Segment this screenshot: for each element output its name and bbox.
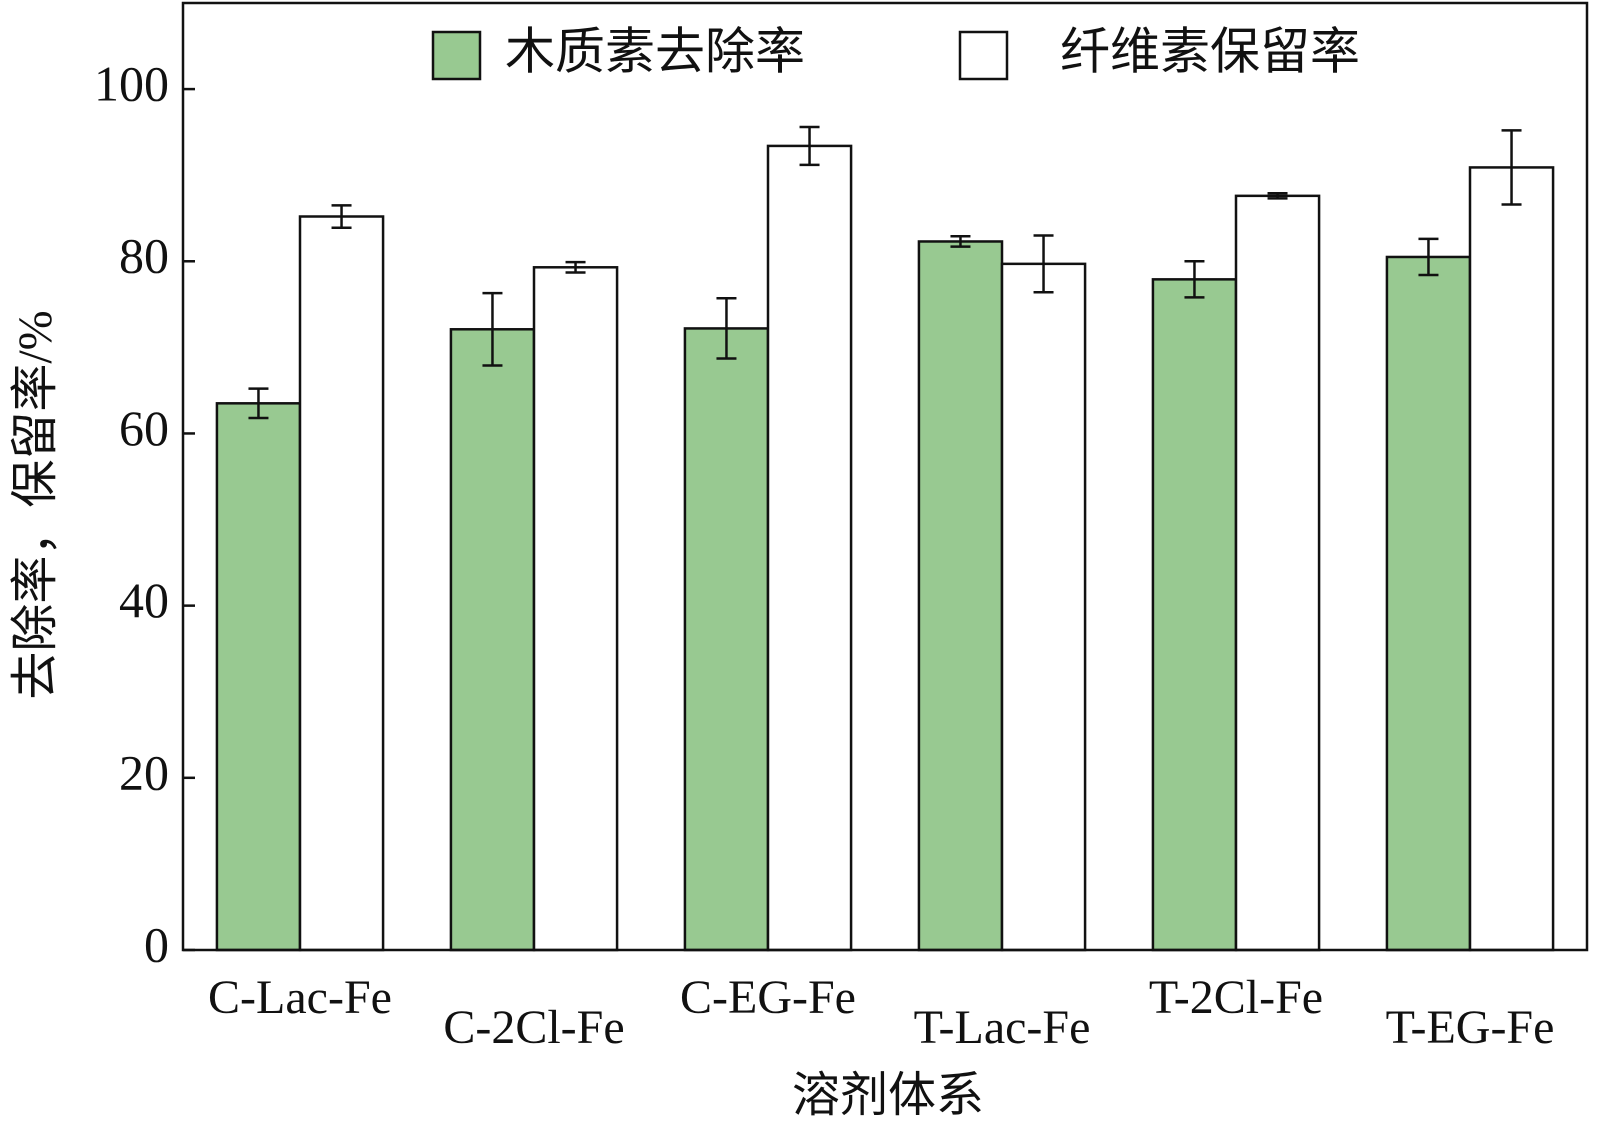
bar bbox=[683, 327, 770, 952]
bar bbox=[917, 240, 1004, 952]
x-tick-label: T-EG-Fe bbox=[1386, 1001, 1555, 1054]
x-axis-title: 溶剂体系 bbox=[792, 1069, 984, 1122]
x-tick-label: C-EG-Fe bbox=[680, 971, 856, 1024]
error-bar bbox=[950, 235, 971, 248]
legend-swatch bbox=[431, 30, 482, 81]
bar bbox=[215, 402, 302, 952]
error-bar bbox=[565, 260, 586, 274]
x-tick-label: T-2Cl-Fe bbox=[1149, 971, 1323, 1024]
x-tick-label: C-2Cl-Fe bbox=[443, 1001, 624, 1054]
legend-label: 纤维素保留率 bbox=[1060, 23, 1360, 79]
error-bar bbox=[1418, 237, 1439, 277]
bar bbox=[532, 266, 619, 952]
error-bar bbox=[799, 125, 820, 167]
legend-label: 木质素去除率 bbox=[505, 23, 805, 79]
error-bar bbox=[1033, 234, 1054, 294]
bar bbox=[1151, 278, 1238, 952]
error-bar bbox=[482, 291, 503, 367]
bar bbox=[766, 144, 853, 952]
y-tick-label: 100 bbox=[94, 56, 169, 112]
error-bar bbox=[1267, 192, 1288, 200]
bar bbox=[298, 215, 385, 952]
y-tick-label: 80 bbox=[119, 228, 169, 284]
legend-swatch bbox=[958, 30, 1009, 81]
y-tick-label: 20 bbox=[119, 744, 169, 800]
error-bar bbox=[716, 297, 737, 360]
error-bar bbox=[331, 204, 352, 229]
bar bbox=[1000, 262, 1087, 952]
error-bar bbox=[1184, 260, 1205, 299]
y-axis-title: 去除率，保留率/% bbox=[9, 310, 62, 699]
y-tick-label: 60 bbox=[119, 400, 169, 456]
y-tick-label: 0 bbox=[144, 916, 169, 972]
bar bbox=[1234, 194, 1321, 952]
error-bar bbox=[1501, 129, 1522, 206]
bar bbox=[1468, 166, 1555, 952]
x-tick-label: C-Lac-Fe bbox=[208, 971, 392, 1024]
y-tick-label: 40 bbox=[119, 572, 169, 628]
bar bbox=[449, 328, 536, 952]
plot-frame bbox=[181, 1, 1589, 952]
bar bbox=[1385, 255, 1472, 952]
x-tick-label: T-Lac-Fe bbox=[914, 1001, 1091, 1054]
error-bar bbox=[248, 387, 269, 420]
